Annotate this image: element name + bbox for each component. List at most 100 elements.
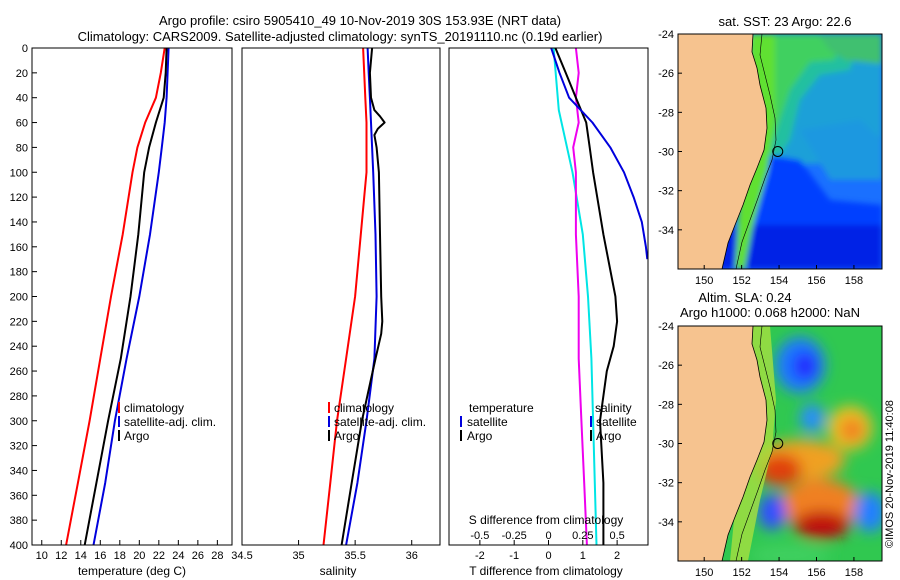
depth-tick-label: 180 — [10, 267, 28, 279]
temperature-series-group — [65, 48, 170, 545]
temperature-tick-label: 14 — [75, 550, 87, 562]
sla-map-title: Altim. SLA: 0.24 — [698, 290, 791, 305]
legend-climatology: climatology — [124, 401, 184, 415]
sst-lat-tick-label: -28 — [658, 107, 674, 119]
legend-salinity-title: salinity — [595, 401, 632, 415]
sla-lon-tick-label: 158 — [845, 567, 863, 579]
sla-peak — [794, 511, 850, 539]
sla-lon-tick-label: 152 — [732, 567, 750, 579]
s-difference-tick-label: -0.25 — [502, 530, 527, 542]
sst-shelf-contour — [735, 34, 777, 269]
series-t-argo — [554, 48, 619, 545]
sla-lat-tick-label: -30 — [658, 439, 674, 451]
temperature-tick-label: 10 — [36, 550, 48, 562]
sst-lat-tick-label: -34 — [658, 225, 674, 237]
sst-lat-tick-label: -32 — [658, 186, 674, 198]
sst-argo-marker — [772, 146, 784, 157]
salinity-legend: climatology satellite-adj. clim. Argo — [328, 401, 426, 443]
sst-eddy — [800, 120, 882, 180]
sla-map-image — [678, 326, 882, 561]
s-difference-axis-label: S difference from climatology — [469, 513, 624, 527]
depth-tick-label: 340 — [10, 465, 28, 477]
depth-tick-label: 280 — [10, 391, 28, 403]
legend-climatology: climatology — [334, 401, 394, 415]
difference-panel: -2 -1 0 1 2 -0.5 -0.25 0 0.25 0.5 S difference f… — [448, 47, 649, 578]
depth-tick-label: 400 — [10, 540, 28, 552]
salinity-axis-label: salinity — [320, 564, 357, 578]
salinity-panel: 34.5 35 35.5 36 salinity climatology satell… — [231, 47, 441, 578]
difference-plot-frame — [448, 47, 649, 546]
temperature-panel: 0 20 40 60 80 100 120 140 160 180 200 220 240 260 280 3… — [10, 43, 233, 578]
s-difference-tick-label: 0.25 — [572, 530, 593, 542]
sst-lon-tick-label: 154 — [770, 275, 788, 287]
sst-lon-tick-label: 158 — [845, 275, 863, 287]
sst-map: sat. SST: 23 Argo: 22.6 -24-26-28-30-32-… — [658, 14, 883, 287]
temperature-tick-label: 26 — [192, 550, 204, 562]
salinity-tick-label: 34.5 — [231, 550, 252, 562]
sst-lat-tick-label: -30 — [658, 147, 674, 159]
legend-s-satellite: satellite — [596, 415, 637, 429]
depth-tick-label: 260 — [10, 366, 28, 378]
series-s-argo — [550, 48, 648, 260]
sla-lat-tick-label: -28 — [658, 399, 674, 411]
s-difference-tick-label: -0.5 — [470, 530, 489, 542]
t-difference-axis-label: T difference from climatology — [469, 564, 623, 578]
s-difference-axis-ticks: -0.5 -0.25 0 0.25 0.5 — [470, 530, 624, 542]
sst-lat-tick-label: -26 — [658, 68, 674, 80]
depth-tick-label: 300 — [10, 416, 28, 428]
legend-s-argo: Argo — [596, 429, 622, 443]
depth-tick-label: 0 — [22, 43, 28, 55]
temperature-axis-label: temperature (deg C) — [78, 564, 186, 578]
sla-lat-tick-label: -34 — [658, 517, 674, 529]
t-difference-tick-label: 2 — [614, 550, 620, 562]
sla-lon-tick-label: 150 — [695, 567, 713, 579]
series-s-satellite — [572, 48, 588, 545]
sla-lat-tick-label: -26 — [658, 360, 674, 372]
temperature-tick-label: 18 — [114, 550, 126, 562]
imos-credit: ©IMOS 20-Nov-2019 11:40:08 — [884, 400, 896, 548]
sla-high-east-core — [840, 418, 864, 442]
depth-tick-label: 40 — [16, 93, 28, 105]
sla-land — [678, 326, 768, 561]
legend-argo: Argo — [124, 429, 150, 443]
sla-map: Altim. SLA: 0.24 Argo h1000: 0.068 h2000… — [658, 290, 883, 579]
sla-low-north-core — [793, 352, 817, 380]
sst-warm-core — [760, 34, 840, 155]
sla-lon-tick-label: 156 — [807, 567, 825, 579]
sla-shelf-contour — [735, 326, 777, 561]
depth-tick-label: 220 — [10, 316, 28, 328]
series-t-satellite — [552, 48, 598, 545]
salinity-tick-label: 35 — [292, 550, 304, 562]
salinity-series-group — [322, 48, 386, 545]
sst-lon-tick-label: 150 — [695, 275, 713, 287]
sla-lat-ticks: -24 -26 -28 -30 -32 -34 — [658, 321, 682, 529]
depth-tick-label: 320 — [10, 441, 28, 453]
salinity-tick-label: 35.5 — [344, 550, 365, 562]
temperature-plot-frame — [31, 47, 233, 546]
difference-series-group — [550, 48, 648, 545]
legend-argo: Argo — [334, 429, 360, 443]
sst-map-image — [678, 34, 882, 269]
legend-t-satellite: satellite — [467, 415, 508, 429]
series-climatology — [322, 48, 368, 545]
figure-title-line1: Argo profile: csiro 5905410_49 10-Nov-20… — [159, 13, 561, 28]
depth-tick-label: 20 — [16, 68, 28, 80]
salinity-plot-frame — [241, 47, 441, 546]
temperature-tick-label: 16 — [94, 550, 106, 562]
sst-lon-ticks: 150 152 154 156 158 — [695, 265, 863, 287]
sla-lon-ticks: 150 152 154 156 158 — [695, 557, 863, 579]
sla-argo-marker — [772, 438, 784, 449]
t-difference-axis-ticks: -2 -1 0 1 2 — [475, 540, 620, 562]
depth-tick-label: 140 — [10, 217, 28, 229]
depth-tick-label: 60 — [16, 118, 28, 130]
depth-tick-label: 100 — [10, 167, 28, 179]
s-difference-tick-label: 0.5 — [609, 530, 624, 542]
sla-lat-tick-label: -24 — [658, 321, 674, 333]
legend-satellite-adj: satellite-adj. clim. — [124, 415, 216, 429]
series-climatology — [65, 48, 166, 545]
t-difference-tick-label: -1 — [509, 550, 519, 562]
salinity-tick-label: 36 — [406, 550, 418, 562]
depth-tick-label: 120 — [10, 192, 28, 204]
sla-low-mid — [800, 404, 824, 432]
s-difference-tick-label: 0 — [545, 530, 551, 542]
